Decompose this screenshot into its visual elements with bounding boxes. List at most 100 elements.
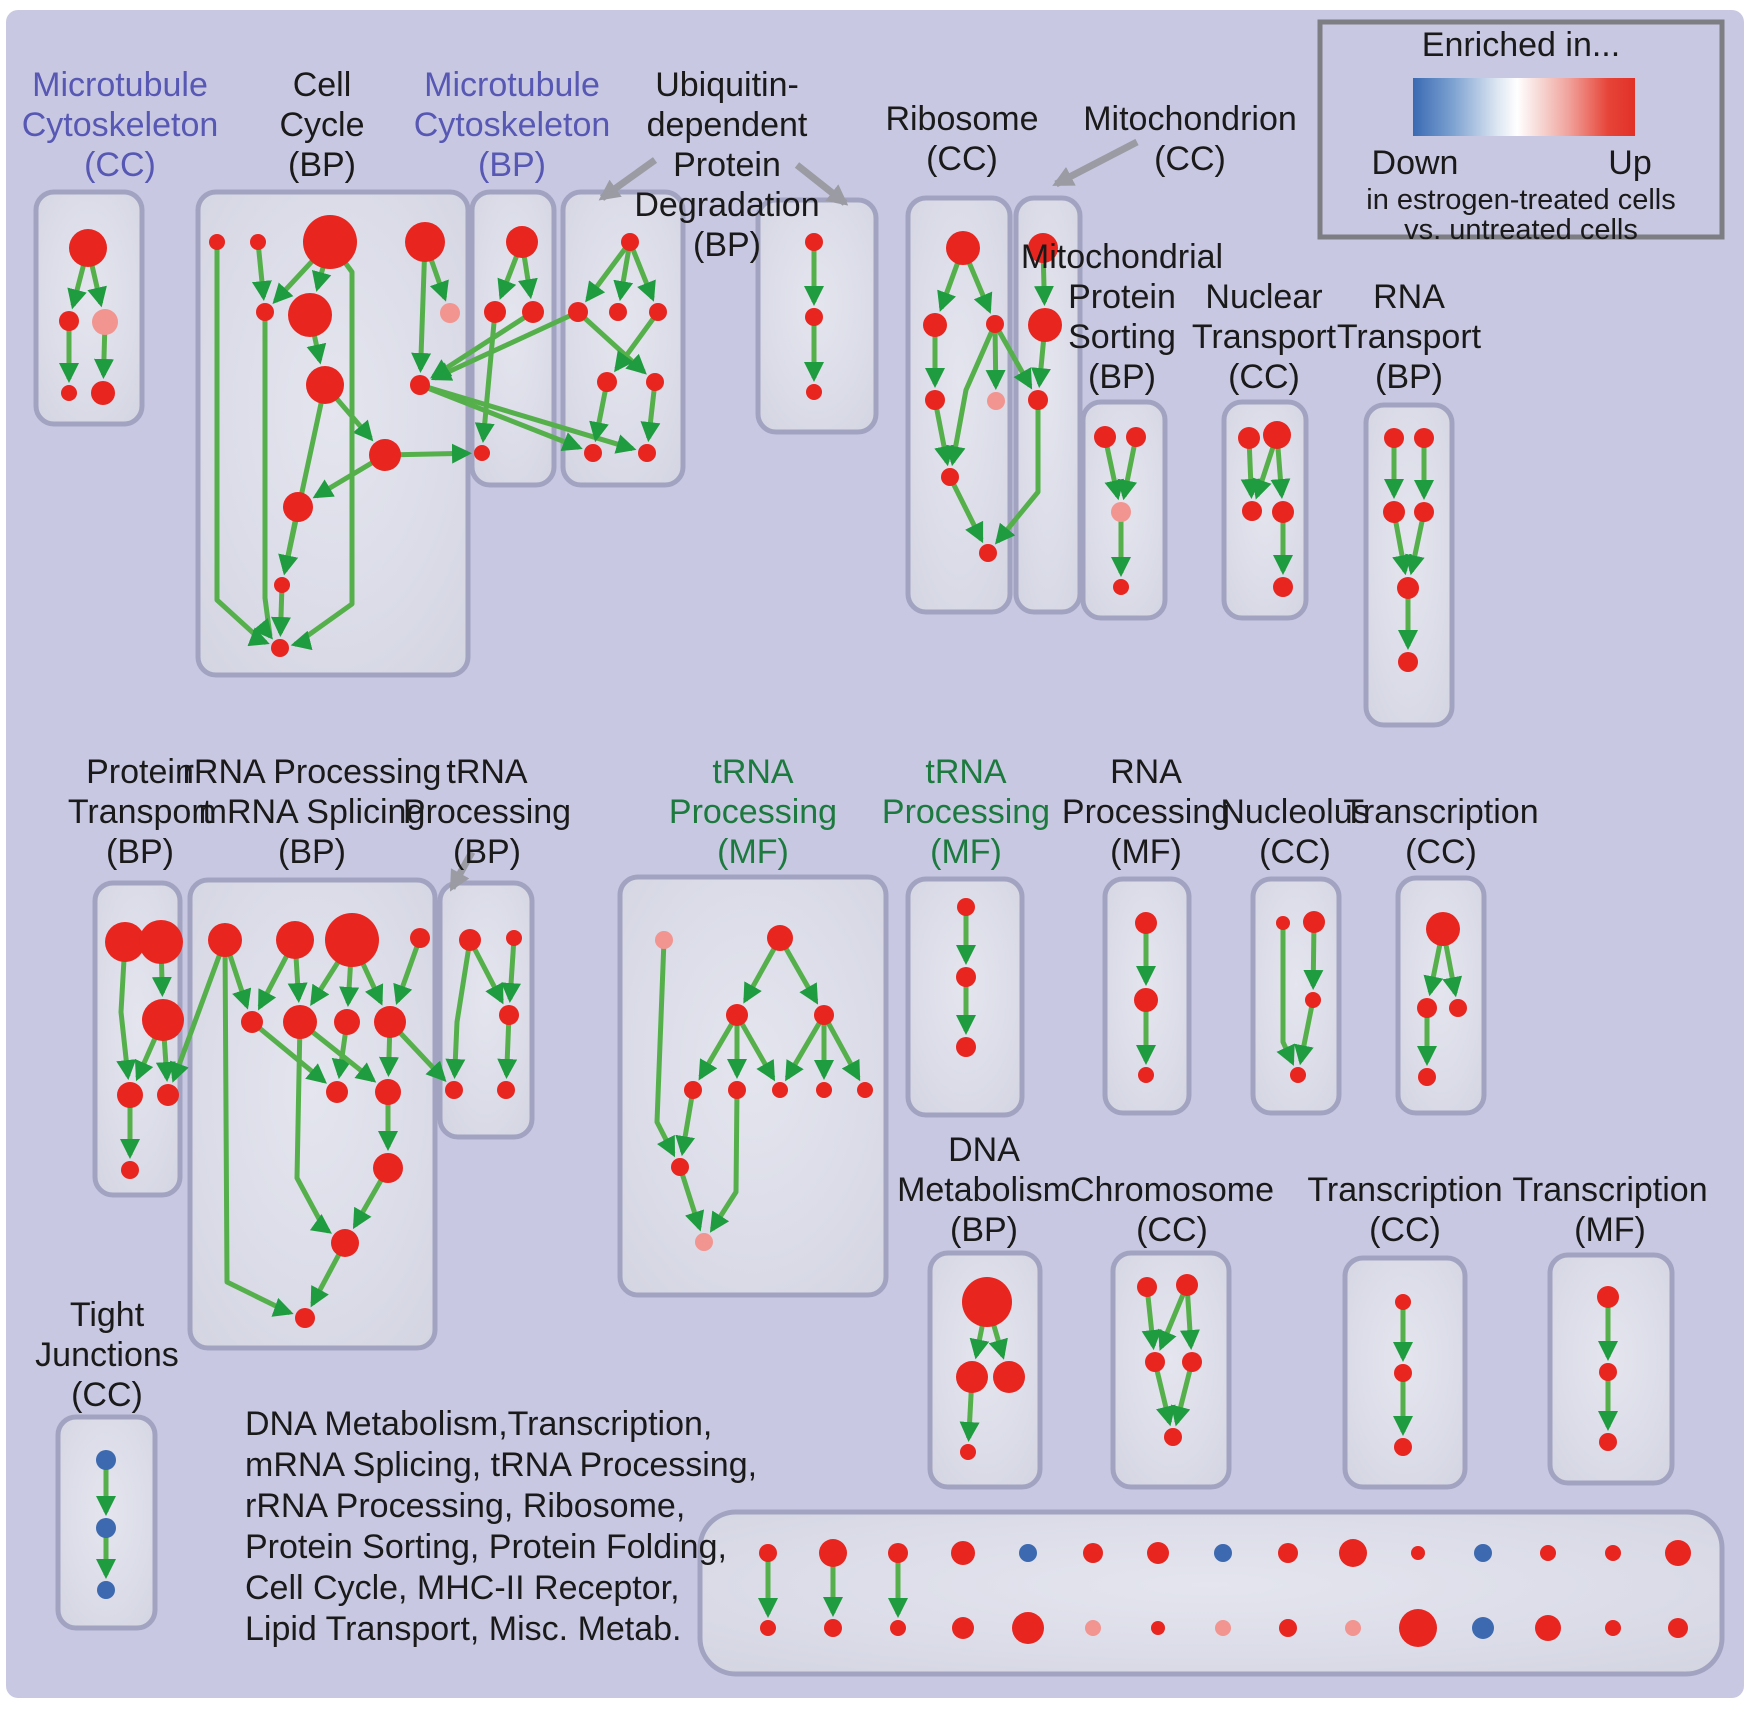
go-term-node-pt3 [142, 999, 184, 1041]
go-term-node-bb4 [952, 1617, 974, 1639]
go-term-node-bt1 [759, 1544, 777, 1562]
go-term-node-g10 [375, 1079, 401, 1105]
edge-q3-r7 [994, 400, 1041, 545]
go-term-node-c4 [405, 222, 445, 262]
go-term-node-bt5 [1019, 1544, 1037, 1562]
go-term-node-k3 [1449, 999, 1467, 1017]
go-term-node-p1 [1094, 426, 1116, 448]
cluster-box-mitochondrion-cc [1013, 195, 1083, 615]
edge-u1-u3 [613, 241, 634, 302]
edge-w3-w5 [497, 1014, 518, 1080]
go-term-node-z2 [1599, 1363, 1617, 1381]
go-term-node-x1 [96, 1450, 116, 1470]
edge-f3-f5 [698, 1013, 740, 1081]
go-term-node-k4 [1418, 1068, 1436, 1086]
cluster-label-rna-processing-mf: RNA Processing (MF) [1062, 753, 1230, 871]
edge-u2-c9 [430, 309, 580, 381]
edge-r3-r5 [985, 323, 1006, 391]
go-term-node-bb7 [1151, 1621, 1165, 1635]
go-term-node-f2 [767, 925, 793, 951]
go-term-node-c1 [209, 234, 225, 250]
cluster-box-chromosome-cc [1110, 1250, 1232, 1490]
edge-f5-f10 [675, 1089, 696, 1157]
go-term-node-bt8 [1214, 1544, 1232, 1562]
edge-m2-m4 [474, 311, 498, 444]
go-term-node-pt2 [139, 920, 183, 964]
cluster-label-trna-processing-bp: tRNA Processing (BP) [403, 753, 571, 871]
go-term-node-e1 [1137, 1277, 1157, 1297]
go-term-node-bt14 [1605, 1545, 1621, 1561]
go-term-node-g4 [410, 928, 430, 948]
cluster-label-protein-transport-bp: Protein Transport (BP) [68, 753, 213, 871]
go-term-node-g6 [283, 1005, 317, 1039]
cluster-box-mixed-terms [697, 1509, 1725, 1677]
go-term-node-c9 [410, 375, 430, 395]
cluster-label-transcription-cc-1: Transcription (CC) [1343, 793, 1538, 871]
go-term-node-p3 [1111, 502, 1131, 522]
go-term-node-s4 [1414, 502, 1434, 522]
go-term-node-d2 [956, 1361, 988, 1393]
go-term-node-s5 [1397, 577, 1419, 599]
cluster-label-microtubule-bp: Microtubule Cytoskeleton (BP) [414, 66, 611, 184]
go-term-node-t5 [1273, 577, 1293, 597]
edge-e2-e3 [1158, 1284, 1190, 1351]
go-term-node-z3 [1599, 1433, 1617, 1451]
go-term-node-v2 [805, 308, 823, 326]
edge-g4-g8 [393, 937, 423, 1006]
go-term-node-pt1 [105, 922, 145, 962]
go-term-node-w4 [445, 1081, 463, 1099]
go-term-node-m1 [506, 226, 538, 258]
go-term-node-r6 [941, 468, 959, 486]
go-term-node-pt5 [157, 1084, 179, 1106]
edge-s4-s5 [1405, 511, 1427, 576]
go-term-node-bb5 [1012, 1612, 1044, 1644]
go-term-node-pt4 [117, 1082, 143, 1108]
go-term-node-f1 [655, 931, 673, 949]
go-term-node-bt10 [1339, 1539, 1367, 1567]
go-term-node-u5 [597, 372, 617, 392]
go-term-node-c2 [250, 234, 266, 250]
go-term-node-bb14 [1605, 1620, 1621, 1636]
go-term-node-z1 [1597, 1286, 1619, 1308]
edge-j3-j4 [1294, 999, 1316, 1066]
edge-f3-f7 [734, 1013, 776, 1082]
go-term-node-e4 [1182, 1352, 1202, 1372]
go-term-node-bb15 [1668, 1618, 1688, 1638]
go-term-node-p4 [1113, 579, 1129, 595]
go-term-node-g9 [326, 1081, 348, 1103]
go-term-node-a2 [59, 311, 79, 331]
edge-g6-g12 [294, 1021, 332, 1234]
cluster-label-mitochondrion-cc: Mitochondrion (CC) [1083, 100, 1297, 178]
cluster-label-rrna-mrna-bp: rRNA Processing mRNA Splicing (BP) [183, 753, 442, 871]
cluster-label-dna-metabolism-bp: DNA Metabolism (BP) [897, 1131, 1071, 1249]
go-term-node-j3 [1305, 992, 1321, 1008]
go-term-node-h1 [957, 898, 975, 916]
go-term-node-m3 [522, 301, 544, 323]
go-term-node-g5 [241, 1011, 263, 1033]
edge-pt1-pt4 [116, 941, 137, 1081]
go-term-node-bt13 [1540, 1545, 1556, 1561]
cluster-label-nucleolus-cc: Nucleolus (CC) [1220, 793, 1369, 871]
go-term-node-c6 [288, 293, 332, 337]
go-term-node-s1 [1384, 428, 1404, 448]
go-term-node-x2 [96, 1518, 116, 1538]
go-term-node-pt6 [121, 1161, 139, 1179]
go-term-node-bb12 [1472, 1617, 1494, 1639]
go-term-node-e5 [1164, 1428, 1182, 1446]
go-term-node-i3 [1138, 1067, 1154, 1083]
go-term-node-v3 [806, 384, 822, 400]
edge-r3-r6 [945, 322, 998, 467]
go-term-node-g1 [208, 923, 242, 957]
edge-p2-p3 [1117, 436, 1139, 501]
go-term-node-r3 [986, 315, 1004, 333]
go-term-node-s3 [1383, 501, 1405, 523]
go-term-node-f6 [728, 1081, 746, 1099]
go-term-node-f11 [695, 1233, 713, 1251]
go-term-node-c8 [306, 366, 344, 404]
edge-r4-r6 [932, 399, 954, 467]
go-term-node-t3 [1242, 501, 1262, 521]
go-term-node-u1 [621, 233, 639, 251]
label-pointer-arrow [794, 162, 849, 206]
go-term-node-f7 [772, 1082, 788, 1098]
go-term-node-bt3 [888, 1543, 908, 1563]
